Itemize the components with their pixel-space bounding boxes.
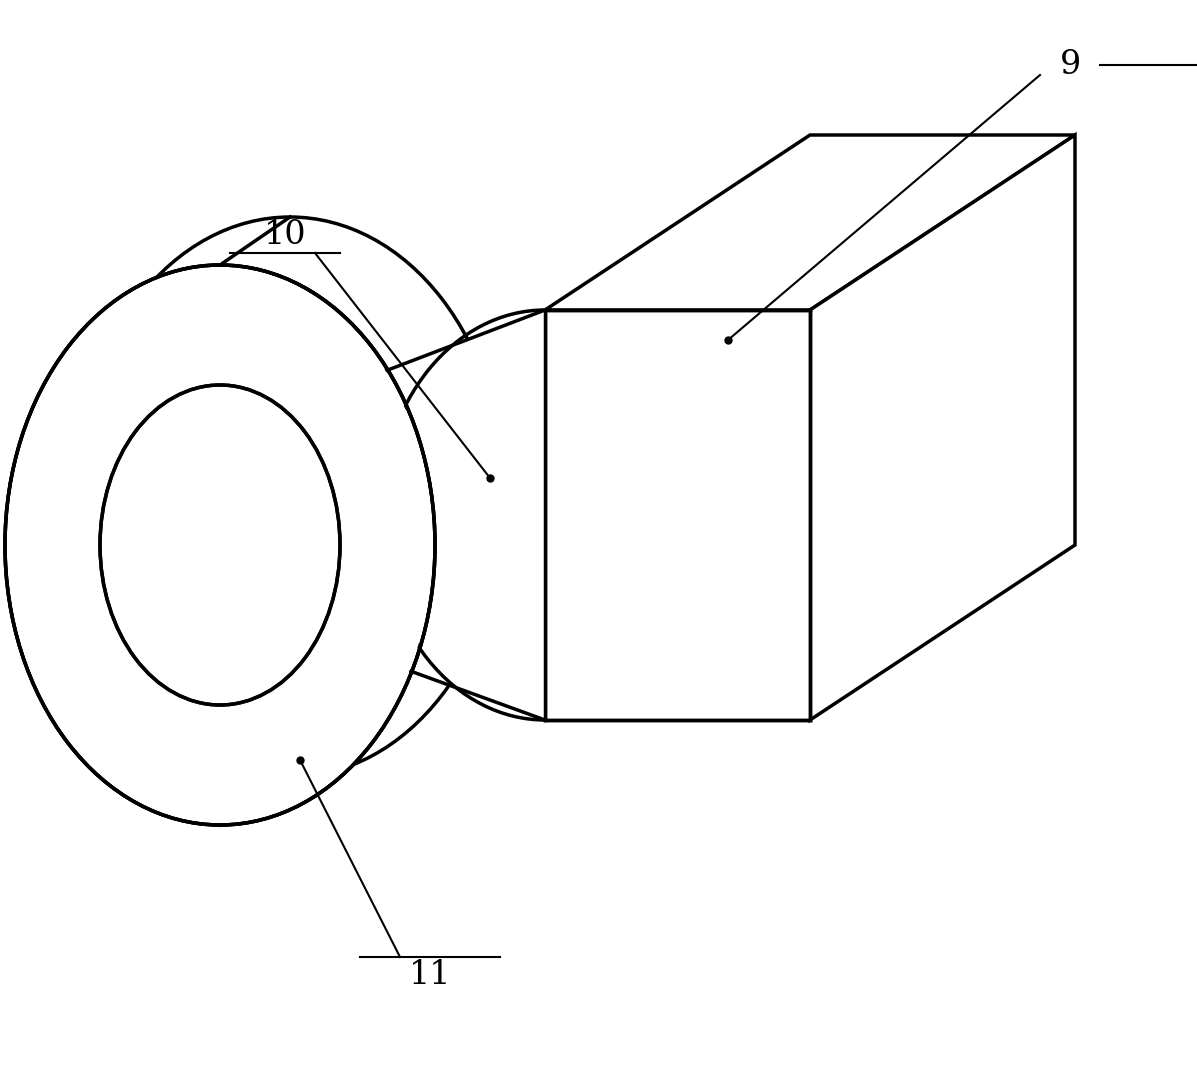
Text: 9: 9	[1059, 49, 1081, 80]
Ellipse shape	[5, 265, 435, 825]
Polygon shape	[545, 310, 810, 720]
Text: 10: 10	[263, 219, 306, 251]
Polygon shape	[271, 310, 545, 720]
Ellipse shape	[7, 267, 432, 823]
Text: 11: 11	[408, 959, 451, 991]
Ellipse shape	[101, 385, 340, 705]
Ellipse shape	[170, 337, 411, 657]
Polygon shape	[810, 135, 1075, 720]
Polygon shape	[545, 135, 1075, 310]
